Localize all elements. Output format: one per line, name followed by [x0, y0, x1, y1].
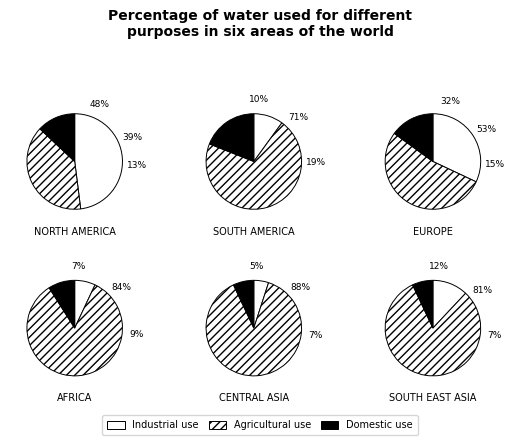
Text: 7%: 7%	[487, 330, 502, 340]
Wedge shape	[233, 280, 254, 328]
Wedge shape	[75, 114, 123, 209]
Wedge shape	[254, 114, 282, 161]
Wedge shape	[206, 282, 302, 376]
Text: 7%: 7%	[308, 330, 323, 340]
Text: 88%: 88%	[291, 283, 311, 292]
Text: Percentage of water used for different
purposes in six areas of the world: Percentage of water used for different p…	[108, 9, 412, 39]
Wedge shape	[75, 280, 95, 328]
Wedge shape	[394, 114, 433, 161]
Text: 32%: 32%	[440, 97, 460, 106]
Text: 19%: 19%	[306, 158, 326, 167]
Text: 15%: 15%	[485, 160, 505, 169]
Wedge shape	[27, 285, 123, 376]
Wedge shape	[27, 129, 81, 209]
Wedge shape	[210, 114, 254, 161]
Wedge shape	[254, 280, 268, 328]
Wedge shape	[40, 114, 75, 161]
Wedge shape	[206, 123, 302, 209]
Wedge shape	[385, 133, 476, 209]
Wedge shape	[433, 114, 480, 182]
Text: 9%: 9%	[129, 330, 144, 338]
Text: 53%: 53%	[476, 125, 496, 134]
Text: 7%: 7%	[71, 262, 86, 271]
Text: 13%: 13%	[126, 161, 147, 170]
X-axis label: EUROPE: EUROPE	[413, 227, 453, 237]
X-axis label: SOUTH EAST ASIA: SOUTH EAST ASIA	[389, 393, 477, 403]
Wedge shape	[385, 285, 480, 376]
X-axis label: CENTRAL ASIA: CENTRAL ASIA	[219, 393, 289, 403]
X-axis label: SOUTH AMERICA: SOUTH AMERICA	[213, 227, 295, 237]
Text: 5%: 5%	[249, 261, 264, 271]
Wedge shape	[433, 280, 465, 328]
Legend: Industrial use, Agricultural use, Domestic use: Industrial use, Agricultural use, Domest…	[102, 415, 418, 435]
X-axis label: NORTH AMERICA: NORTH AMERICA	[34, 227, 115, 237]
Text: 81%: 81%	[472, 286, 492, 295]
Text: 10%: 10%	[249, 95, 269, 104]
Text: 71%: 71%	[288, 114, 308, 122]
Text: 48%: 48%	[90, 100, 110, 109]
X-axis label: AFRICA: AFRICA	[57, 393, 93, 403]
Wedge shape	[49, 280, 75, 328]
Text: 12%: 12%	[430, 262, 449, 271]
Text: 84%: 84%	[112, 283, 132, 292]
Wedge shape	[412, 280, 433, 328]
Text: 39%: 39%	[122, 133, 142, 142]
